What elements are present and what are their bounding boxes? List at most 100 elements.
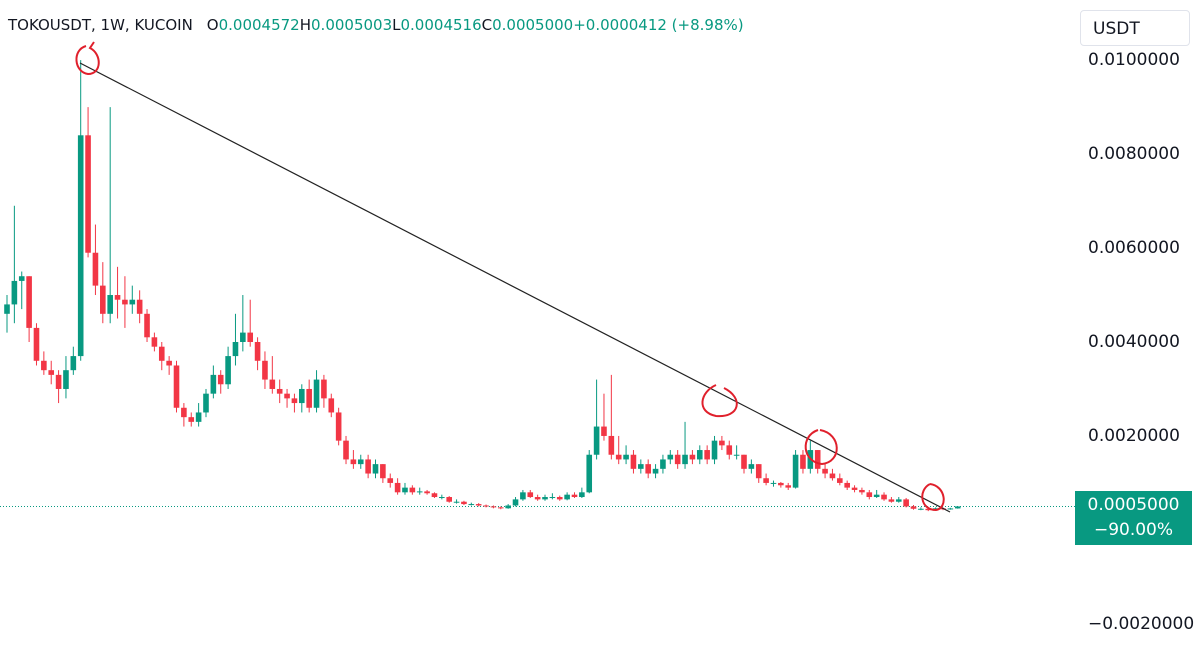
candle-body — [696, 450, 703, 460]
candle-body — [291, 398, 298, 404]
candle-body — [859, 489, 865, 493]
candle-body — [439, 497, 445, 499]
candle-body — [431, 493, 438, 498]
candle-body — [645, 464, 651, 474]
candle-body — [335, 412, 342, 441]
candle-body — [11, 280, 18, 305]
candle-body — [534, 497, 541, 500]
candle-body — [512, 499, 519, 506]
y-tick-label: 0.0020000 — [1088, 426, 1180, 446]
current-price: 0.0005000 — [1087, 495, 1180, 515]
candle-body — [77, 135, 84, 357]
legend-change: +0.0000412 (+8.98%) — [573, 16, 744, 34]
candle-body — [667, 454, 674, 460]
candle-body — [240, 332, 246, 342]
candle-body — [158, 346, 165, 361]
candle-body — [461, 501, 467, 505]
candle-body — [365, 459, 371, 474]
trend-line — [79, 62, 951, 513]
candle-body — [556, 497, 563, 500]
circle — [804, 429, 838, 466]
currency-button[interactable]: USDT — [1080, 10, 1190, 46]
candle-body — [800, 454, 806, 469]
candle-body — [107, 295, 113, 314]
candle-body — [497, 507, 504, 509]
candle-body — [814, 450, 821, 469]
candle-body — [623, 454, 629, 460]
candle-body — [416, 491, 423, 493]
candle-body — [837, 478, 843, 483]
candle-body — [881, 494, 887, 500]
current-price-label: 0.0005000 −90.00% — [1075, 491, 1192, 545]
candle-body — [144, 313, 150, 338]
candle-body — [785, 485, 792, 488]
candle-body — [195, 412, 202, 422]
candle-body — [181, 407, 187, 418]
candle-body — [630, 454, 637, 469]
candle-body — [306, 388, 312, 408]
candle-body — [424, 491, 430, 494]
candle-body — [719, 440, 725, 446]
symbol: TOKOUSDT, 1W, KUCOIN — [8, 16, 193, 34]
candle-body — [660, 459, 666, 469]
candle-body — [114, 295, 121, 300]
candle-body — [85, 135, 91, 253]
candle-body — [888, 499, 895, 502]
candle-body — [770, 482, 777, 484]
y-tick-label: 0.0080000 — [1088, 144, 1180, 164]
candle-body — [225, 356, 231, 385]
candle-body — [918, 508, 924, 510]
candle-body — [262, 360, 268, 380]
candle-body — [586, 454, 593, 493]
candle-body — [763, 478, 769, 483]
price-change: −90.00% — [1093, 520, 1174, 540]
candle-body — [247, 332, 254, 342]
candle-body — [475, 504, 482, 506]
candle-body — [822, 468, 828, 474]
legend-label: O — [206, 16, 219, 34]
candle-body — [343, 440, 349, 460]
candle-body — [910, 506, 917, 509]
candle-body — [895, 499, 902, 502]
candle-body — [299, 388, 305, 404]
legend-value: 0.0005000 — [492, 16, 574, 34]
candle-body — [372, 464, 379, 474]
candle-body — [217, 374, 224, 385]
candle-body — [682, 454, 688, 465]
candle-body — [350, 459, 357, 465]
candle-body — [122, 299, 128, 305]
candle-body — [151, 337, 158, 347]
candle-body — [254, 341, 261, 361]
y-tick-label: −0.0020000 — [1088, 614, 1194, 634]
candle-body — [173, 365, 180, 408]
candle-body — [18, 276, 25, 281]
candle-body — [748, 464, 755, 469]
candle-body — [829, 473, 836, 479]
candle-body — [505, 505, 511, 509]
legend-label: C — [481, 16, 493, 34]
circle — [75, 41, 100, 76]
candle-body — [726, 445, 733, 455]
candle-body — [601, 426, 607, 436]
candle-body — [41, 360, 47, 371]
candle-body — [711, 440, 718, 460]
legend-value: 0.0004572 — [218, 16, 300, 34]
circle — [701, 384, 738, 418]
candle-body — [866, 492, 873, 498]
candle-body — [26, 276, 32, 328]
candle-body — [579, 492, 585, 498]
candle-body — [402, 487, 408, 493]
candle-body — [70, 356, 77, 371]
candle-body — [63, 370, 69, 389]
candle-body — [925, 508, 932, 511]
candle-body — [741, 454, 747, 469]
candle-body — [903, 499, 909, 507]
candle-body — [453, 501, 460, 503]
candle-body — [615, 454, 622, 460]
candle-body — [92, 252, 99, 286]
candle-body — [792, 454, 799, 488]
candle-body — [394, 482, 401, 493]
candle-body — [947, 508, 954, 510]
